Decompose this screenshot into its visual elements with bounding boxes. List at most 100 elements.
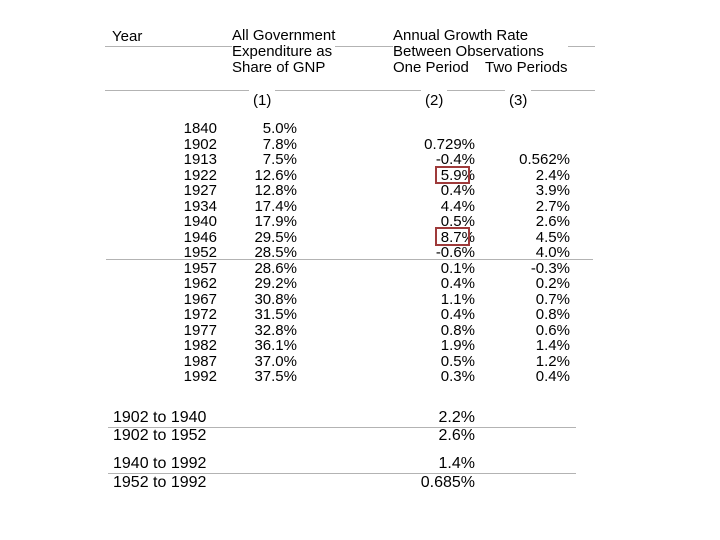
table-row-1952: 1952 28.5% -0.6% 4.0% <box>100 245 570 261</box>
year-cell: 1913 <box>183 151 217 168</box>
expenditure-cell: 36.1% <box>254 337 297 354</box>
growth-one-period-cell: 0.3% <box>440 368 475 385</box>
expenditure-header-line3: Share of GNP <box>232 59 326 76</box>
summary-label-1940-1992: 1940 to 1992 <box>113 455 207 472</box>
year-cell: 1934 <box>183 197 217 215</box>
table-row-1972: 1972 31.5% 0.4% 0.8% <box>100 307 570 323</box>
column-number-2: (2) <box>421 88 448 109</box>
table-rule-summary-1 <box>108 427 576 428</box>
growth-one-period-cell-highlighted: 5.9% <box>440 166 475 184</box>
table-row-1940: 1940 17.9% 0.5% 2.6% <box>100 214 570 230</box>
growth-one-period-cell <box>297 121 475 137</box>
expenditure-header-line1: All Government <box>232 27 336 44</box>
growth-one-period-cell: 1.1% <box>440 290 475 308</box>
expenditure-cell: 17.4% <box>254 197 297 215</box>
growth-two-periods-cell: 1.4% <box>535 337 570 354</box>
expenditure-cell: 29.2% <box>254 275 297 292</box>
table-row-1992: 1992 37.5% 0.3% 0.4% <box>100 369 570 385</box>
summary-label-1952-1992: 1952 to 1992 <box>113 474 207 491</box>
growth-one-period-cell: 0.4% <box>440 275 475 292</box>
year-cell: 1946 <box>183 228 217 246</box>
growth-two-periods-cell: 0.6% <box>535 321 570 339</box>
expenditure-cell: 28.6% <box>254 259 297 277</box>
growth-one-period-cell: 0.5% <box>440 213 475 230</box>
table-rule-header-top <box>105 46 595 47</box>
growth-two-periods-cell: 4.0% <box>535 244 570 261</box>
table-row-1927: 1927 12.8% 0.4% 3.9% <box>100 183 570 199</box>
growth-one-period-cell: 1.9% <box>440 337 475 354</box>
year-cell: 1977 <box>183 321 217 339</box>
table-row-1967: 1967 30.8% 1.1% 0.7% <box>100 290 570 308</box>
growth-one-period-cell-highlighted: 8.7% <box>440 228 475 246</box>
growth-two-periods-cell: 2.4% <box>535 166 570 184</box>
summary-value-1902-1952: 2.6% <box>438 427 475 444</box>
growth-header-line1: Annual Growth Rate <box>393 27 529 44</box>
growth-one-period-cell: -0.6% <box>435 244 475 261</box>
growth-two-periods-cell <box>475 121 570 137</box>
year-cell: 1957 <box>183 259 217 277</box>
highlight-box-1922 <box>435 166 470 184</box>
year-cell: 1840 <box>183 120 217 137</box>
year-cell: 1922 <box>183 166 217 184</box>
table-rule-mid-1952 <box>106 259 593 260</box>
growth-two-periods-cell: 0.562% <box>519 151 570 168</box>
column-number-1: (1) <box>249 88 276 109</box>
expenditure-cell: 12.6% <box>254 166 297 184</box>
expenditure-cell: 7.8% <box>262 135 297 153</box>
two-periods-column-header: Two Periods <box>485 59 568 76</box>
expenditure-cell: 32.8% <box>254 321 297 339</box>
expenditure-cell: 7.5% <box>262 151 297 168</box>
growth-two-periods-cell: 4.5% <box>535 228 570 246</box>
summary-label-1902-1952: 1902 to 1952 <box>113 427 207 444</box>
growth-two-periods-cell: 0.8% <box>535 306 570 323</box>
summary-value-1902-1940: 2.2% <box>438 409 475 426</box>
table-row-1913: 1913 7.5% -0.4% 0.562% <box>100 152 570 168</box>
expenditure-cell: 5.0% <box>262 120 297 137</box>
growth-header-line2: Between Observations <box>393 43 544 60</box>
growth-two-periods-cell: 1.2% <box>535 352 570 370</box>
year-cell: 1940 <box>183 213 217 230</box>
expenditure-cell: 30.8% <box>254 290 297 308</box>
expenditure-cell: 31.5% <box>254 306 297 323</box>
table-row-1922: 1922 12.6% 5.9% 2.4% <box>100 166 570 184</box>
expenditure-cell: 37.5% <box>254 368 297 385</box>
highlight-box-1946 <box>435 227 470 246</box>
summary-label-1902-1940: 1902 to 1940 <box>113 409 207 426</box>
growth-rate-column-header: Annual Growth Rate Between Observations … <box>393 28 568 76</box>
data-table-body: 1840 5.0% 1902 7.8% 0.729% 1913 7.5% -0.… <box>100 121 570 385</box>
table-row-1977: 1977 32.8% 0.8% 0.6% <box>100 321 570 339</box>
table-row-1934: 1934 17.4% 4.4% 2.7% <box>100 197 570 215</box>
growth-two-periods-cell <box>475 137 570 153</box>
table-rule-summary-2 <box>108 473 576 474</box>
growth-two-periods-cell: 2.7% <box>535 197 570 215</box>
growth-two-periods-cell: 0.4% <box>535 368 570 385</box>
growth-one-period-cell: 0.729% <box>424 135 475 153</box>
year-cell: 1902 <box>183 135 217 153</box>
table-row-1840: 1840 5.0% <box>100 121 570 137</box>
expenditure-cell: 29.5% <box>254 228 297 246</box>
growth-two-periods-cell: 3.9% <box>535 182 570 199</box>
growth-one-period-cell: 0.4% <box>440 306 475 323</box>
table-row-1982: 1982 36.1% 1.9% 1.4% <box>100 338 570 354</box>
growth-one-period-cell: 0.1% <box>440 259 475 277</box>
growth-one-period-cell: 4.4% <box>440 197 475 215</box>
summary-value-1952-1992: 0.685% <box>420 474 475 491</box>
expenditure-cell: 17.9% <box>254 213 297 230</box>
year-cell: 1927 <box>183 182 217 199</box>
expenditure-header-line2: Expenditure as <box>232 43 333 60</box>
table-row-1946: 1946 29.5% 8.7% 4.5% <box>100 228 570 246</box>
year-cell: 1982 <box>183 337 217 354</box>
growth-one-period-cell: 0.4% <box>440 182 475 199</box>
year-cell: 1967 <box>183 290 217 308</box>
table-row-1987: 1987 37.0% 0.5% 1.2% <box>100 352 570 370</box>
year-cell: 1972 <box>183 306 217 323</box>
growth-one-period-cell: -0.4% <box>435 151 475 168</box>
one-period-column-header: One Period <box>393 59 469 76</box>
growth-one-period-cell: 0.5% <box>440 352 475 370</box>
table-row-1957: 1957 28.6% 0.1% -0.3% <box>100 259 570 277</box>
expenditure-cell: 12.8% <box>254 182 297 199</box>
table-rule-header-bottom <box>105 90 595 91</box>
growth-two-periods-cell: -0.3% <box>530 259 570 277</box>
expenditure-cell: 28.5% <box>254 244 297 261</box>
year-cell: 1952 <box>183 244 217 261</box>
